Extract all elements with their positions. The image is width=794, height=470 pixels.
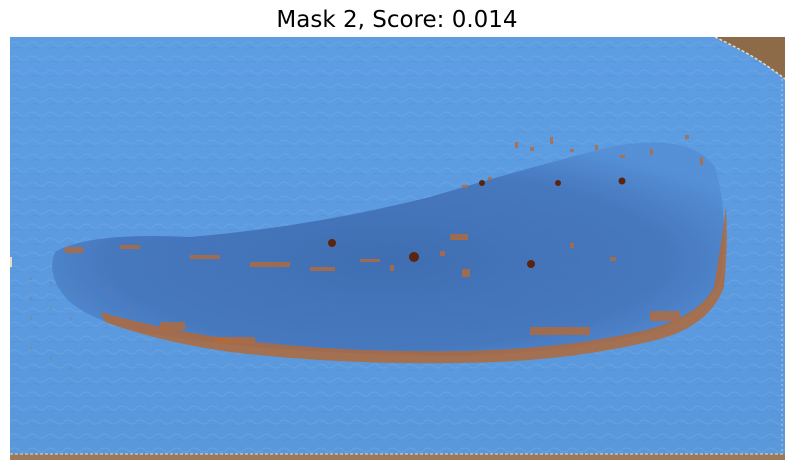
figure-title: Mask 2, Score: 0.014 bbox=[276, 7, 518, 33]
rust-pits bbox=[328, 177, 626, 268]
mask-overlay-image bbox=[10, 37, 785, 460]
background-bottom-strip bbox=[10, 454, 785, 460]
background-corner bbox=[715, 37, 785, 79]
object-region bbox=[52, 142, 724, 356]
rust-speckles bbox=[65, 135, 703, 343]
